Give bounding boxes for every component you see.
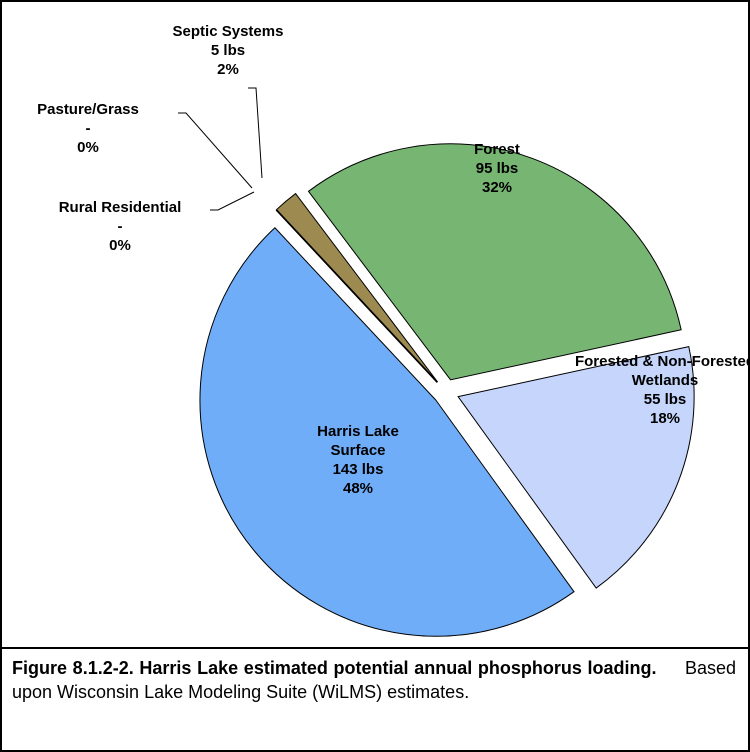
pie-slice <box>307 143 682 381</box>
slice-value: 95 lbs <box>475 160 519 177</box>
slice-label: Rural Residential - 0% <box>20 198 220 255</box>
caption-label: Figure 8.1.2-2. Harris Lake estimated po… <box>12 658 657 678</box>
slice-value: 55 lbs <box>643 391 687 408</box>
leader-lines <box>178 87 263 211</box>
slice-name: Septic Systems <box>172 23 284 40</box>
slice-label: Septic Systems 5 lbs 2% <box>143 22 313 79</box>
slice-name: Rural Residential <box>58 199 182 216</box>
slice-percent: 0% <box>109 237 131 254</box>
slice-label: Forested & Non-Forested Wetlands 55 lbs 18… <box>570 352 750 428</box>
leader-line <box>210 191 255 211</box>
slice-percent: 0% <box>77 139 99 156</box>
slice-value: 5 lbs <box>210 42 246 59</box>
slice-name: Pasture/Grass <box>37 101 139 118</box>
slice-percent: 32% <box>481 179 513 196</box>
caption: Figure 8.1.2-2. Harris Lake estimated po… <box>12 656 736 704</box>
slice-label: Pasture/Grass - 0% <box>8 100 168 157</box>
slice-label: Harris Lake Surface 143 lbs 48% <box>298 422 418 498</box>
pie-slice <box>275 192 439 383</box>
slice-percent: 2% <box>217 61 239 78</box>
leader-line <box>178 112 253 189</box>
slice-value: - <box>85 120 91 137</box>
slice-name: Forest <box>474 141 520 158</box>
leader-line <box>248 87 263 179</box>
caption-text: Based upon Wisconsin Lake Modeling Suite… <box>12 658 736 702</box>
slice-value: - <box>117 218 123 235</box>
slice-percent: 18% <box>649 410 681 427</box>
pie-slice <box>457 346 695 589</box>
slice-value: 143 lbs <box>332 461 384 478</box>
pie-slice <box>199 227 575 637</box>
slice-name: Harris Lake Surface <box>317 423 399 459</box>
slice-label: Forest 95 lbs 32% <box>417 140 577 197</box>
slice-name: Forested & Non-Forested Wetlands <box>574 353 750 389</box>
slice-percent: 48% <box>342 480 374 497</box>
